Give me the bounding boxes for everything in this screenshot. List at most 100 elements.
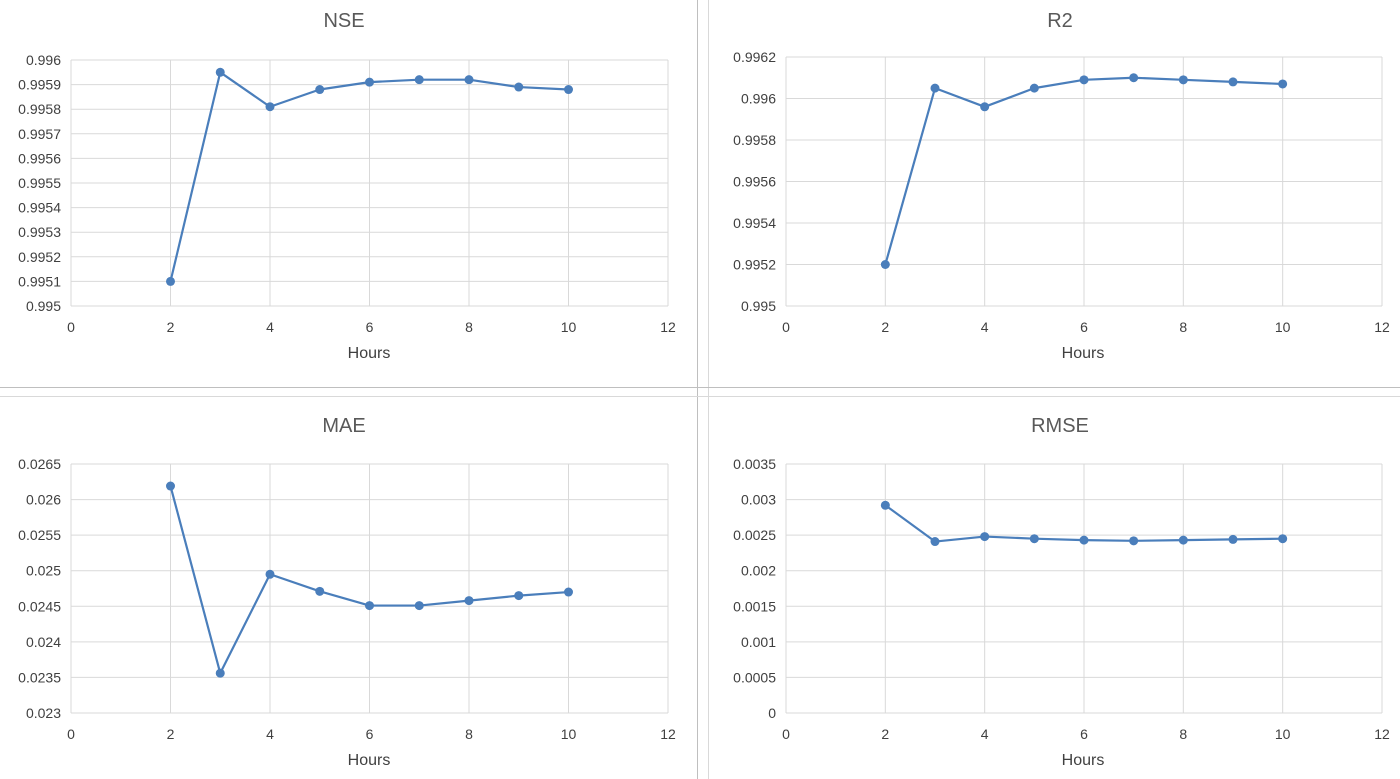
y-tick-label: 0.9951 xyxy=(18,273,61,289)
chart-rmse: 0 0.0005 0.001 0.0015 0.002 0.0025 0.003 0.0035… xyxy=(700,390,1400,779)
data-point xyxy=(930,537,940,547)
chart-title: RMSE xyxy=(1031,415,1089,437)
y-tick-label: 0.0235 xyxy=(18,669,61,685)
data-point xyxy=(1228,77,1238,87)
y-tick-label: 0.0245 xyxy=(18,598,61,614)
y-tick-label: 0.995 xyxy=(741,298,776,314)
y-tick-label: 0.9958 xyxy=(733,132,776,148)
data-point xyxy=(1079,535,1089,545)
x-tick-label: 10 xyxy=(1275,319,1291,335)
y-tick-label: 0.9954 xyxy=(18,200,61,216)
y-tick-label: 0.996 xyxy=(741,91,776,107)
data-point xyxy=(315,586,325,596)
data-point xyxy=(1278,79,1288,89)
x-tick-label: 10 xyxy=(1275,726,1291,742)
data-point xyxy=(1029,534,1039,544)
horizontal-divider xyxy=(0,387,1400,388)
y-tick-label: 0.9957 xyxy=(18,126,61,142)
data-point xyxy=(980,102,990,112)
x-tick-label: 12 xyxy=(1374,726,1390,742)
y-tick-label: 0.0035 xyxy=(733,456,776,472)
data-point xyxy=(365,77,374,87)
data-point xyxy=(414,601,424,611)
data-point xyxy=(315,85,325,95)
chart-title: MAE xyxy=(322,415,365,437)
data-point xyxy=(1129,73,1139,83)
data-point xyxy=(1079,75,1089,85)
x-tick-label: 0 xyxy=(782,726,790,742)
x-tick-label: 0 xyxy=(782,319,790,335)
data-point xyxy=(1129,536,1139,546)
x-tick-label: 2 xyxy=(167,319,175,335)
data-point xyxy=(215,668,225,678)
y-tick-label: 0.0015 xyxy=(733,598,776,614)
x-tick-label: 12 xyxy=(660,319,676,335)
chart-mae-svg: 0.023 0.0235 0.024 0.0245 0.025 0.0255 0.026 0.… xyxy=(18,415,676,769)
chart-rmse-svg: 0 0.0005 0.001 0.0015 0.002 0.0025 0.003 0.0035… xyxy=(733,415,1390,769)
chart-nse-svg: 0.995 0.9951 0.9952 0.9953 0.9954 0.9955 0.995… xyxy=(18,10,676,362)
data-point xyxy=(464,75,474,85)
data-point xyxy=(1178,75,1188,85)
x-tick-label: 6 xyxy=(366,319,374,335)
data-point xyxy=(265,102,275,112)
data-point xyxy=(980,532,990,542)
y-tick-label: 0.9952 xyxy=(18,249,61,265)
y-tick-label: 0 xyxy=(768,705,776,721)
chart-title: R2 xyxy=(1047,10,1073,32)
x-tick-label: 2 xyxy=(167,726,175,742)
data-point xyxy=(166,276,175,286)
x-tick-label: 8 xyxy=(465,319,473,335)
y-tick-label: 0.9954 xyxy=(733,215,776,231)
y-tick-label: 0.002 xyxy=(741,563,776,579)
y-tick-label: 0.025 xyxy=(26,563,61,579)
x-tick-label: 12 xyxy=(1374,319,1390,335)
y-tick-label: 0.996 xyxy=(26,52,61,68)
x-tick-label: 4 xyxy=(266,319,274,335)
data-point xyxy=(930,83,940,93)
x-tick-label: 0 xyxy=(67,726,75,742)
data-point xyxy=(880,260,890,269)
y-tick-label: 0.003 xyxy=(741,492,776,508)
y-tick-label: 0.995 xyxy=(26,298,61,314)
data-point xyxy=(464,596,474,606)
chart-mae: 0.023 0.0235 0.024 0.0245 0.025 0.0255 0.026 0.… xyxy=(0,390,700,779)
x-axis-label: Hours xyxy=(1062,345,1105,362)
x-tick-label: 8 xyxy=(465,726,473,742)
data-point xyxy=(166,481,175,491)
x-tick-label: 4 xyxy=(981,726,989,742)
vertical-divider-secondary xyxy=(708,0,709,779)
horizontal-divider-secondary xyxy=(0,396,1400,397)
plot-layer: 0.023 0.0235 0.024 0.0245 0.025 0.0255 0.026 0.… xyxy=(18,456,676,742)
plot-layer: 0.995 0.9952 0.9954 0.9956 0.9958 0.996 0.9962… xyxy=(733,49,1390,335)
y-tick-label: 0.023 xyxy=(26,705,61,721)
data-point xyxy=(514,591,524,601)
x-tick-label: 6 xyxy=(366,726,374,742)
y-tick-label: 0.0265 xyxy=(18,456,61,472)
data-point xyxy=(564,85,573,95)
y-tick-label: 0.9959 xyxy=(18,77,61,93)
data-point xyxy=(1178,535,1188,545)
data-point xyxy=(564,587,573,597)
chart-r2-svg: 0.995 0.9952 0.9954 0.9956 0.9958 0.996 0.9962… xyxy=(733,10,1390,362)
y-tick-label: 0.0025 xyxy=(733,527,776,543)
y-tick-label: 0.001 xyxy=(741,634,776,650)
y-tick-label: 0.0255 xyxy=(18,527,61,543)
data-point xyxy=(880,500,890,510)
x-tick-label: 2 xyxy=(881,319,889,335)
y-tick-label: 0.024 xyxy=(26,634,61,650)
x-tick-label: 10 xyxy=(561,726,577,742)
x-tick-label: 8 xyxy=(1179,319,1187,335)
y-tick-label: 0.9958 xyxy=(18,101,61,117)
x-tick-label: 4 xyxy=(981,319,989,335)
y-tick-label: 0.9953 xyxy=(18,224,61,240)
data-point xyxy=(1278,534,1288,544)
y-tick-label: 0.9962 xyxy=(733,49,776,65)
data-point xyxy=(1228,534,1238,544)
x-tick-label: 6 xyxy=(1080,319,1088,335)
x-tick-label: 10 xyxy=(561,319,577,335)
y-tick-label: 0.9955 xyxy=(18,175,61,191)
y-tick-label: 0.9952 xyxy=(733,257,776,273)
data-point xyxy=(514,82,524,92)
vertical-divider xyxy=(697,0,698,779)
y-tick-label: 0.9956 xyxy=(18,150,61,166)
